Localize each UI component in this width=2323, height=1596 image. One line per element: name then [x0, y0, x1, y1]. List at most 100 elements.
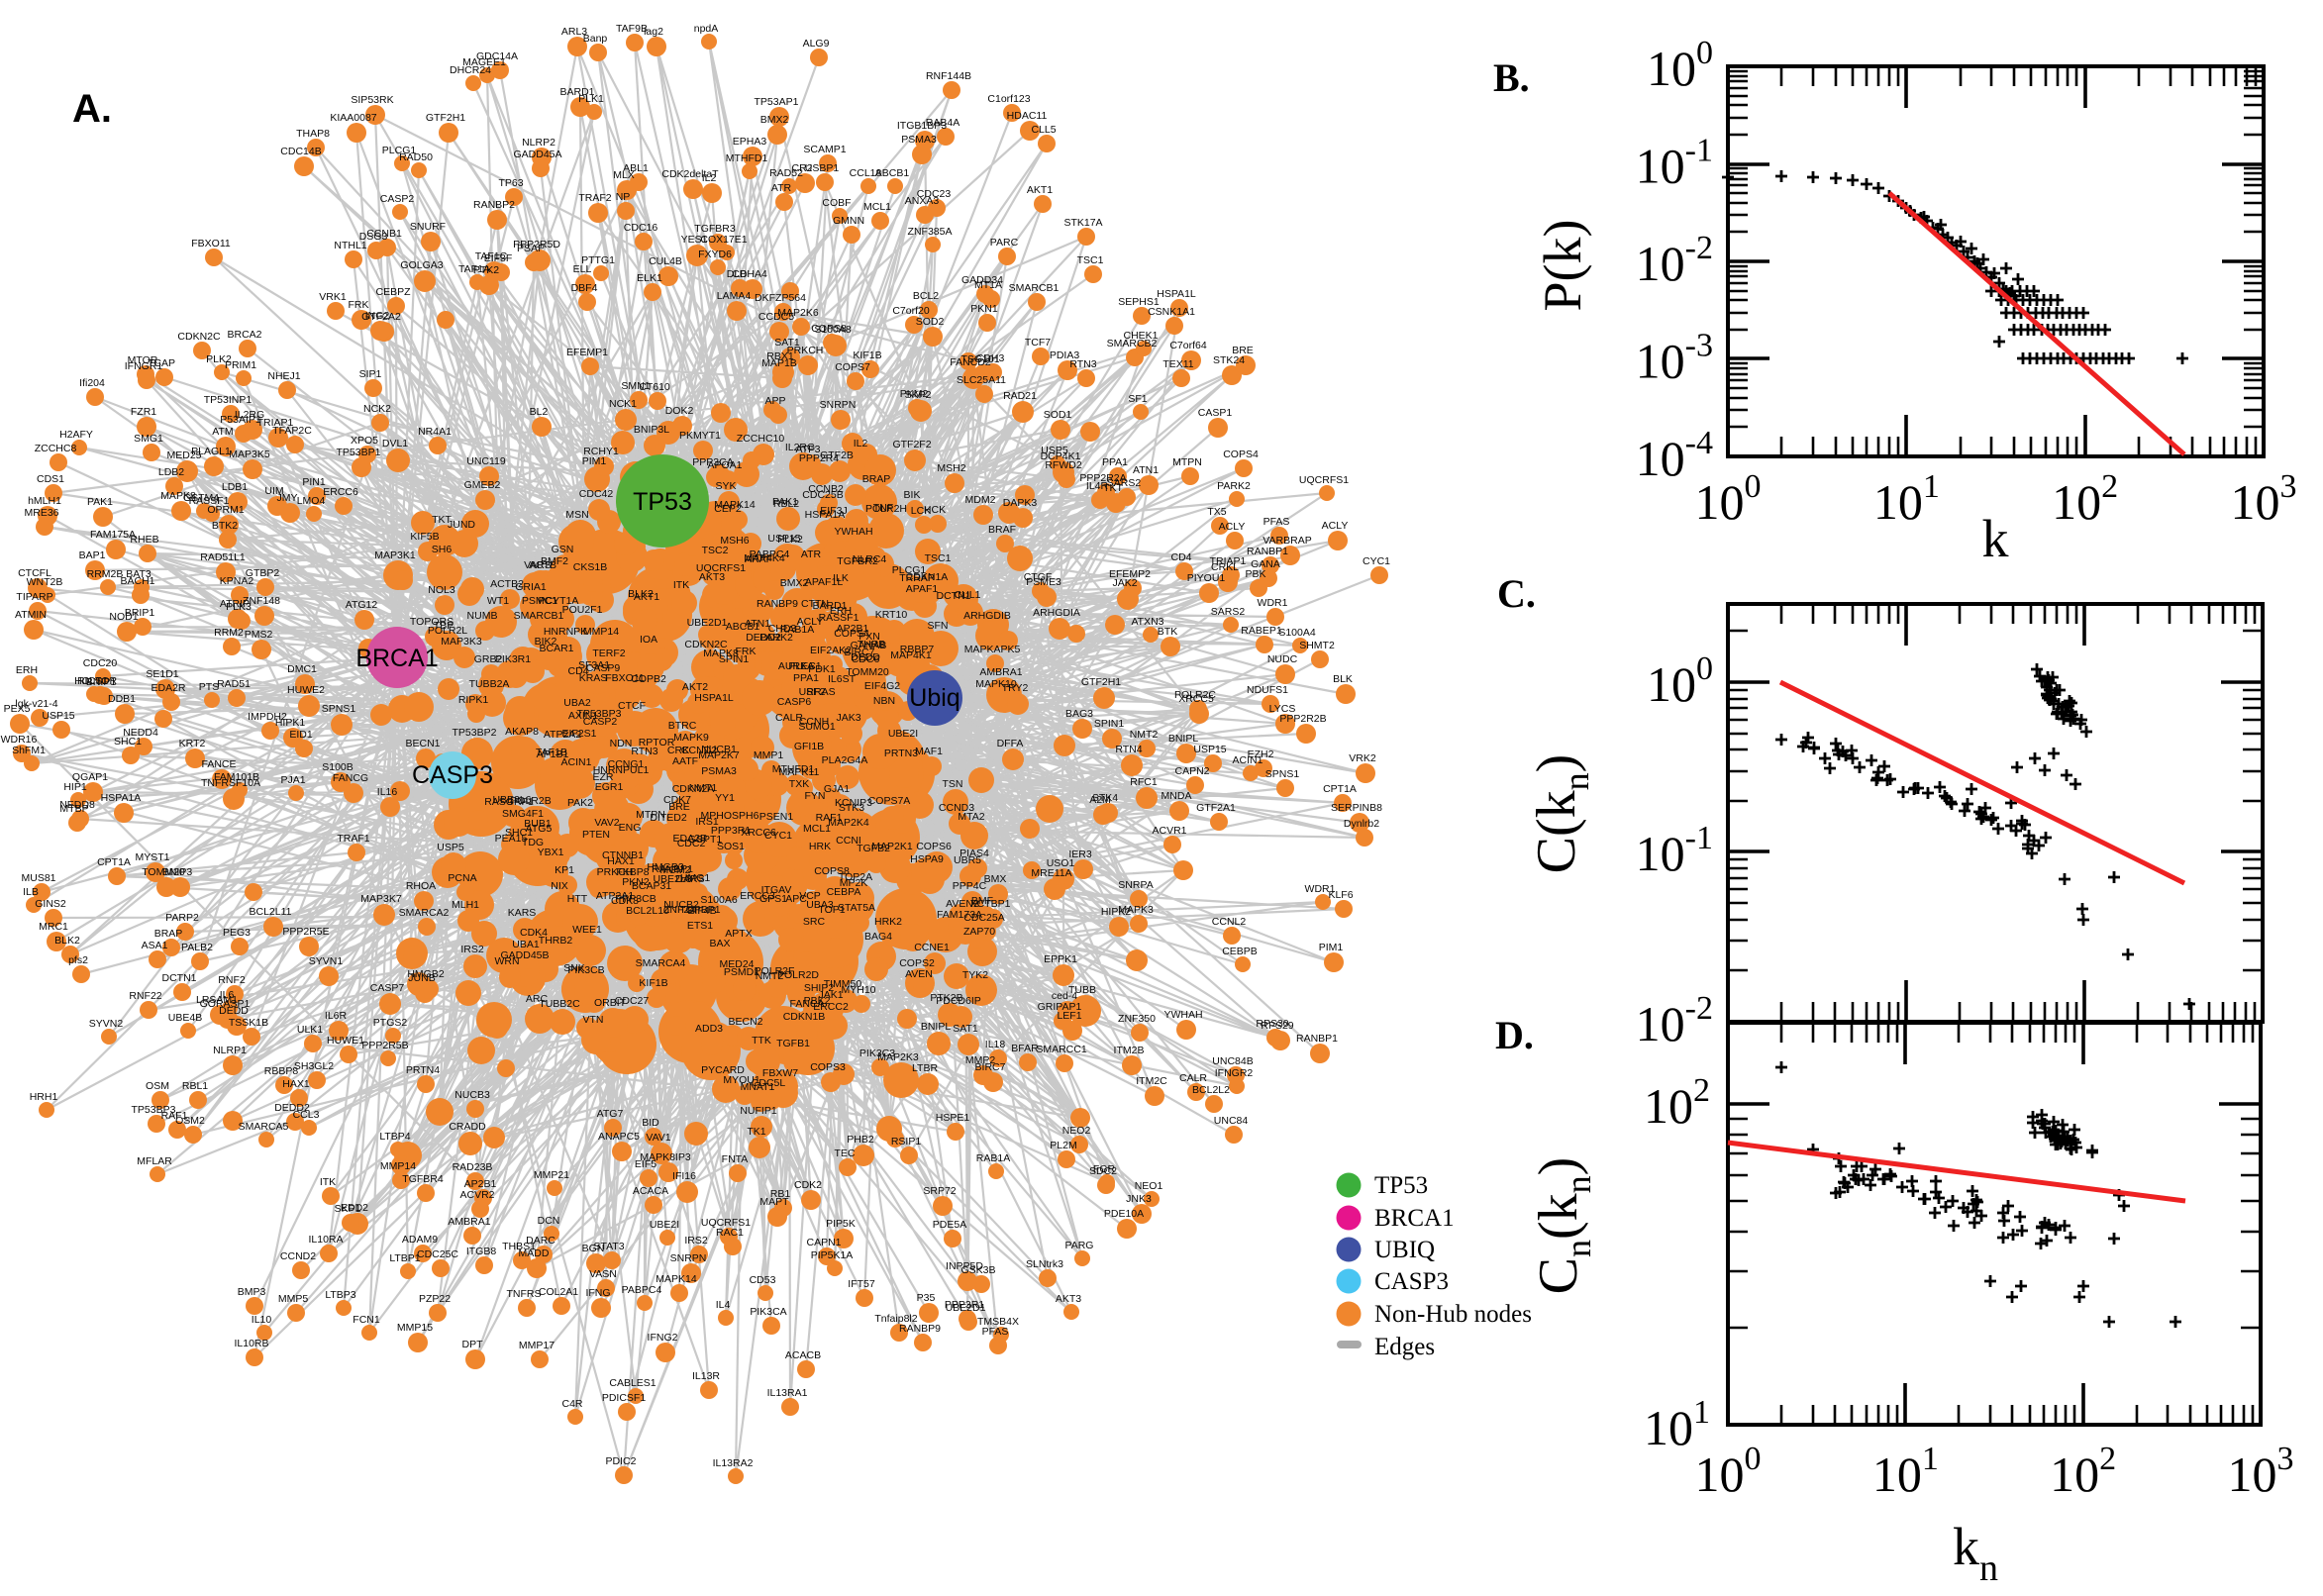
- svg-text:C7orf64: C7orf64: [1169, 340, 1207, 351]
- svg-text:FAM173A: FAM173A: [937, 909, 982, 921]
- svg-text:SMG1: SMG1: [134, 433, 163, 445]
- svg-text:ZNF350: ZNF350: [1118, 1013, 1156, 1025]
- svg-text:MFLAR: MFLAR: [137, 1155, 172, 1167]
- svg-text:POLR2B: POLR2B: [510, 795, 551, 807]
- svg-text:GMEB2: GMEB2: [464, 479, 501, 491]
- svg-text:PLK2: PLK2: [777, 534, 803, 546]
- svg-text:VRK2: VRK2: [1349, 752, 1376, 764]
- svg-text:DITED2: DITED2: [650, 812, 687, 824]
- svg-text:UBA3: UBA3: [806, 899, 834, 911]
- svg-text:TP53: TP53: [1374, 1172, 1428, 1199]
- svg-text:SMN1: SMN1: [621, 380, 650, 392]
- svg-text:ACTB: ACTB: [529, 559, 556, 571]
- svg-text:CDKN1A: CDKN1A: [906, 571, 949, 583]
- svg-text:MNDA: MNDA: [1162, 790, 1192, 802]
- svg-text:ILK: ILK: [833, 572, 849, 584]
- svg-text:HSPE1: HSPE1: [936, 1112, 970, 1124]
- svg-text:SMARCA5: SMARCA5: [239, 1121, 289, 1133]
- svg-text:HCLS1: HCLS1: [74, 675, 108, 687]
- svg-text:ARHGDIA: ARHGDIA: [1033, 607, 1080, 619]
- svg-text:ITGAV: ITGAV: [761, 884, 792, 896]
- svg-text:TAF1C: TAF1C: [475, 250, 508, 262]
- svg-text:AP2B1: AP2B1: [837, 623, 869, 635]
- svg-text:CDC23: CDC23: [917, 188, 952, 200]
- svg-text:NBN: NBN: [873, 695, 895, 707]
- svg-text:TEC: TEC: [835, 1147, 856, 1159]
- svg-text:ELL: ELL: [573, 263, 592, 275]
- svg-text:Banp: Banp: [583, 33, 608, 45]
- svg-text:MED24: MED24: [719, 958, 754, 970]
- svg-text:PSME3: PSME3: [1026, 576, 1061, 588]
- svg-text:ANXA3: ANXA3: [905, 195, 940, 207]
- svg-text:CUL1: CUL1: [955, 589, 981, 601]
- svg-text:RABEP1: RABEP1: [1241, 625, 1282, 637]
- svg-text:ced-4: ced-4: [1052, 990, 1077, 1002]
- svg-text:RSIP1: RSIP1: [891, 1136, 922, 1147]
- svg-text:TOPBP1: TOPBP1: [679, 904, 720, 916]
- svg-text:TP53BP2: TP53BP2: [453, 727, 497, 739]
- svg-text:EIF3F: EIF3F: [484, 252, 513, 264]
- svg-text:XRCC6: XRCC6: [741, 827, 776, 839]
- svg-text:ACTB2: ACTB2: [490, 578, 524, 590]
- svg-text:S100A4: S100A4: [1278, 627, 1316, 639]
- svg-text:WT1: WT1: [487, 595, 509, 607]
- svg-text:HMGB3: HMGB3: [647, 861, 684, 873]
- svg-text:IL16: IL16: [377, 786, 398, 798]
- svg-text:USP15: USP15: [1193, 744, 1226, 755]
- svg-text:UQCRFS1: UQCRFS1: [701, 1217, 751, 1229]
- svg-text:CT610: CT610: [639, 381, 670, 393]
- svg-text:PLCG1: PLCG1: [382, 145, 417, 156]
- svg-text:BRAF: BRAF: [988, 524, 1016, 536]
- svg-text:TSC1: TSC1: [925, 552, 952, 564]
- svg-text:TNF: TNF: [873, 502, 893, 514]
- svg-text:C.: C.: [1497, 571, 1536, 616]
- svg-text:ACIN1: ACIN1: [1233, 754, 1263, 766]
- svg-text:npdA: npdA: [694, 23, 719, 35]
- svg-text:AKT2: AKT2: [682, 681, 708, 693]
- svg-text:RAD50: RAD50: [399, 151, 433, 163]
- svg-text:IFNGR1: IFNGR1: [125, 360, 163, 372]
- svg-text:USF2: USF2: [799, 686, 826, 698]
- svg-text:ERH: ERH: [830, 605, 852, 617]
- svg-text:BMX2: BMX2: [780, 577, 809, 589]
- svg-text:Ubiq: Ubiq: [909, 684, 960, 712]
- svg-text:EIF2S1: EIF2S1: [561, 728, 596, 740]
- svg-text:COPS8: COPS8: [811, 323, 847, 335]
- svg-text:BRIP1: BRIP1: [125, 607, 155, 619]
- svg-text:RASSF1: RASSF1: [189, 495, 230, 507]
- svg-text:NEO1: NEO1: [1135, 1180, 1163, 1192]
- svg-text:HUWE1: HUWE1: [327, 1035, 364, 1047]
- svg-text:KIF5B: KIF5B: [410, 531, 439, 543]
- svg-text:NIX: NIX: [551, 880, 568, 892]
- svg-text:PLA2G4A: PLA2G4A: [822, 754, 868, 766]
- svg-text:UBR5: UBR5: [954, 854, 981, 866]
- svg-text:PABPC4: PABPC4: [622, 1284, 662, 1296]
- svg-text:FCN1: FCN1: [353, 1314, 380, 1326]
- svg-text:LCK: LCK: [911, 505, 931, 517]
- svg-text:IL4: IL4: [716, 1299, 731, 1311]
- svg-text:CDC42: CDC42: [579, 488, 614, 500]
- svg-text:MYH10: MYH10: [841, 984, 875, 996]
- svg-text:ITM2C: ITM2C: [1136, 1075, 1167, 1087]
- svg-text:ATG7: ATG7: [597, 1108, 624, 1120]
- svg-text:BIK2: BIK2: [535, 636, 557, 648]
- svg-text:PEX5: PEX5: [4, 703, 31, 715]
- svg-text:ACACA: ACACA: [633, 1185, 668, 1197]
- svg-text:P35: P35: [917, 1292, 936, 1304]
- svg-text:ATR: ATR: [801, 549, 822, 560]
- svg-text:PKN1: PKN1: [970, 303, 998, 315]
- svg-text:CDC14B: CDC14B: [280, 146, 321, 157]
- svg-text:LDB1: LDB1: [222, 481, 248, 493]
- svg-text:SRP72: SRP72: [923, 1185, 956, 1197]
- svg-text:APAF1L: APAF1L: [805, 576, 843, 588]
- svg-text:UBE2L6: UBE2L6: [492, 794, 531, 806]
- svg-text:KLF6: KLF6: [1328, 889, 1353, 901]
- svg-text:BRCA1: BRCA1: [1374, 1205, 1455, 1232]
- svg-text:RCHY1: RCHY1: [583, 446, 619, 457]
- svg-text:CCNL2: CCNL2: [1212, 916, 1247, 928]
- svg-text:MCM2: MCM2: [660, 864, 691, 876]
- svg-text:MYST1: MYST1: [135, 851, 169, 863]
- svg-text:SHC1: SHC1: [505, 827, 533, 839]
- svg-text:CPT1A: CPT1A: [97, 856, 131, 868]
- svg-text:CASP7: CASP7: [370, 982, 405, 994]
